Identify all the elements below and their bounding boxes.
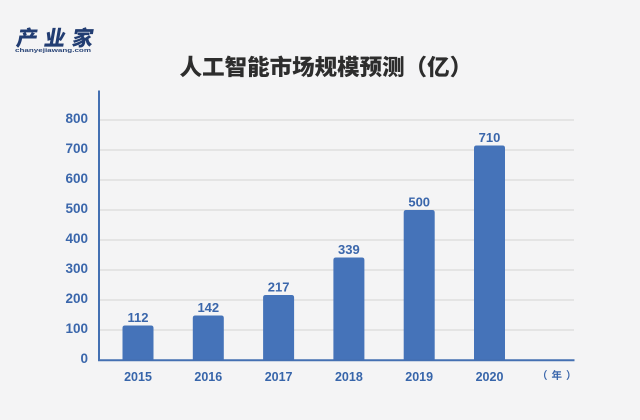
svg-text:chanyejiawang.com: chanyejiawang.com <box>15 48 91 54</box>
svg-text:112142217339500710: 112142217339500710 <box>128 130 501 325</box>
